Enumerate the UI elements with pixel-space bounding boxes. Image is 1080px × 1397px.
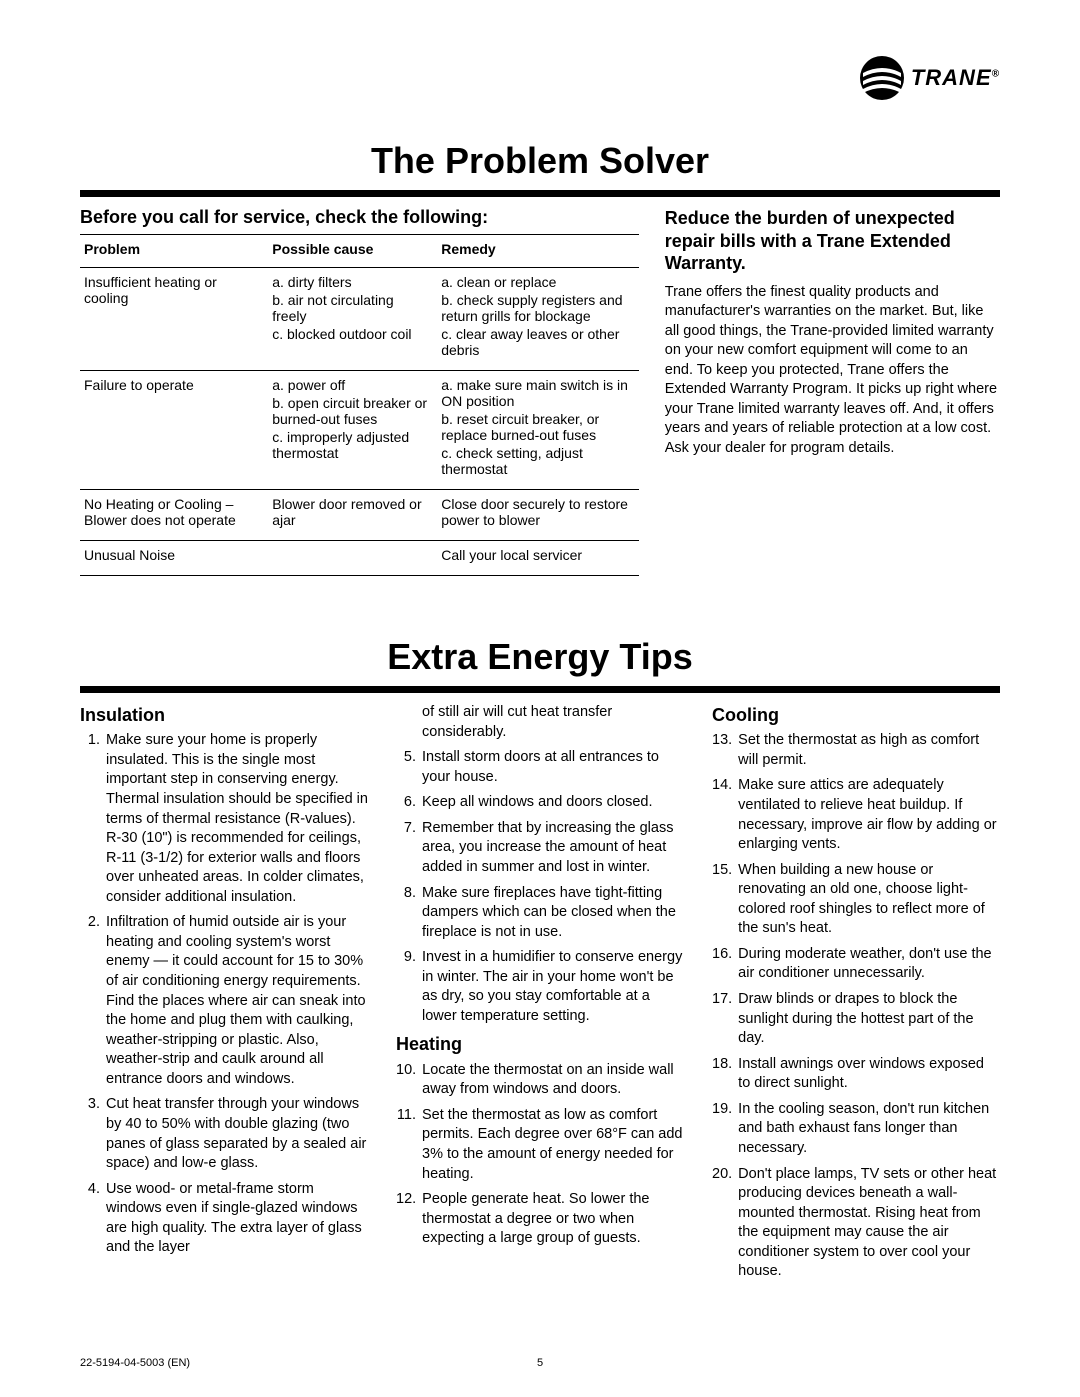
table-header: Possible cause [268, 235, 437, 268]
page-number: 5 [537, 1357, 543, 1369]
list-item: 6.Keep all windows and doors closed. [396, 793, 684, 813]
list-item: 15.When building a new house or renovati… [712, 861, 1000, 939]
troubleshooting-table: ProblemPossible causeRemedy Insufficient… [80, 234, 639, 576]
divider [80, 190, 1000, 197]
warranty-heading: Reduce the burden of unexpected repair b… [665, 207, 1000, 275]
list-item: 18.Install awnings over windows exposed … [712, 1055, 1000, 1094]
list-item: 12.People generate heat. So lower the th… [396, 1190, 684, 1249]
divider [80, 686, 1000, 693]
table-header: Problem [80, 235, 268, 268]
list-item: 16.During moderate weather, don't use th… [712, 945, 1000, 984]
brand-logo: TRANE® [859, 55, 1000, 101]
tips-subhead: Insulation [80, 703, 368, 727]
section-title-problem-solver: The Problem Solver [80, 140, 1000, 182]
list-item: 7.Remember that by increasing the glass … [396, 819, 684, 878]
table-header: Remedy [437, 235, 639, 268]
problem-solver-layout: Before you call for service, check the f… [80, 207, 1000, 576]
doc-number: 22-5194-04-5003 (EN) [80, 1357, 190, 1369]
tips-list: 13.Set the thermostat as high as comfort… [712, 731, 1000, 1282]
list-item: 3.Cut heat transfer through your windows… [80, 1095, 368, 1173]
table-row: No Heating or Cooling – Blower does not … [80, 490, 639, 541]
list-item: 8.Make sure fireplaces have tight-fittin… [396, 884, 684, 943]
tips-list: 10.Locate the thermostat on an inside wa… [396, 1061, 684, 1249]
section-title-energy-tips: Extra Energy Tips [80, 636, 1000, 678]
list-item: 19.In the cooling season, don't run kitc… [712, 1100, 1000, 1159]
list-item: 4.Use wood- or metal-frame storm windows… [80, 1180, 368, 1258]
continuation-text: of still air will cut heat transfer cons… [396, 703, 684, 742]
list-item: 17.Draw blinds or drapes to block the su… [712, 990, 1000, 1049]
list-item: 9.Invest in a humidifier to conserve ene… [396, 948, 684, 1026]
list-item: 20.Don't place lamps, TV sets or other h… [712, 1165, 1000, 1282]
tips-list: 1.Make sure your home is properly insula… [80, 731, 368, 1258]
list-item: 11.Set the thermostat as low as comfort … [396, 1106, 684, 1184]
tips-subhead: Heating [396, 1032, 684, 1056]
brand-name: TRANE® [911, 65, 1000, 91]
page-footer: 22-5194-04-5003 (EN) 5 [80, 1357, 1000, 1369]
warranty-body: Trane offers the finest quality products… [665, 283, 1000, 459]
table-row: Unusual NoiseCall your local servicer [80, 541, 639, 576]
list-item: 2.Infiltration of humid outside air is y… [80, 913, 368, 1089]
list-item: 13.Set the thermostat as high as comfort… [712, 731, 1000, 770]
energy-tips-columns: Insulation 1.Make sure your home is prope… [80, 703, 1000, 1282]
tips-subhead: Cooling [712, 703, 1000, 727]
table-row: Failure to operatea. power offb. open ci… [80, 371, 639, 490]
list-item: 5.Install storm doors at all entrances t… [396, 748, 684, 787]
table-heading: Before you call for service, check the f… [80, 207, 639, 228]
trane-logo-icon [859, 55, 905, 101]
list-item: 1.Make sure your home is properly insula… [80, 731, 368, 907]
list-item: 10.Locate the thermostat on an inside wa… [396, 1061, 684, 1100]
table-row: Insufficient heating or coolinga. dirty … [80, 268, 639, 371]
tips-list: 5.Install storm doors at all entrances t… [396, 748, 684, 1026]
list-item: 14.Make sure attics are adequately venti… [712, 776, 1000, 854]
